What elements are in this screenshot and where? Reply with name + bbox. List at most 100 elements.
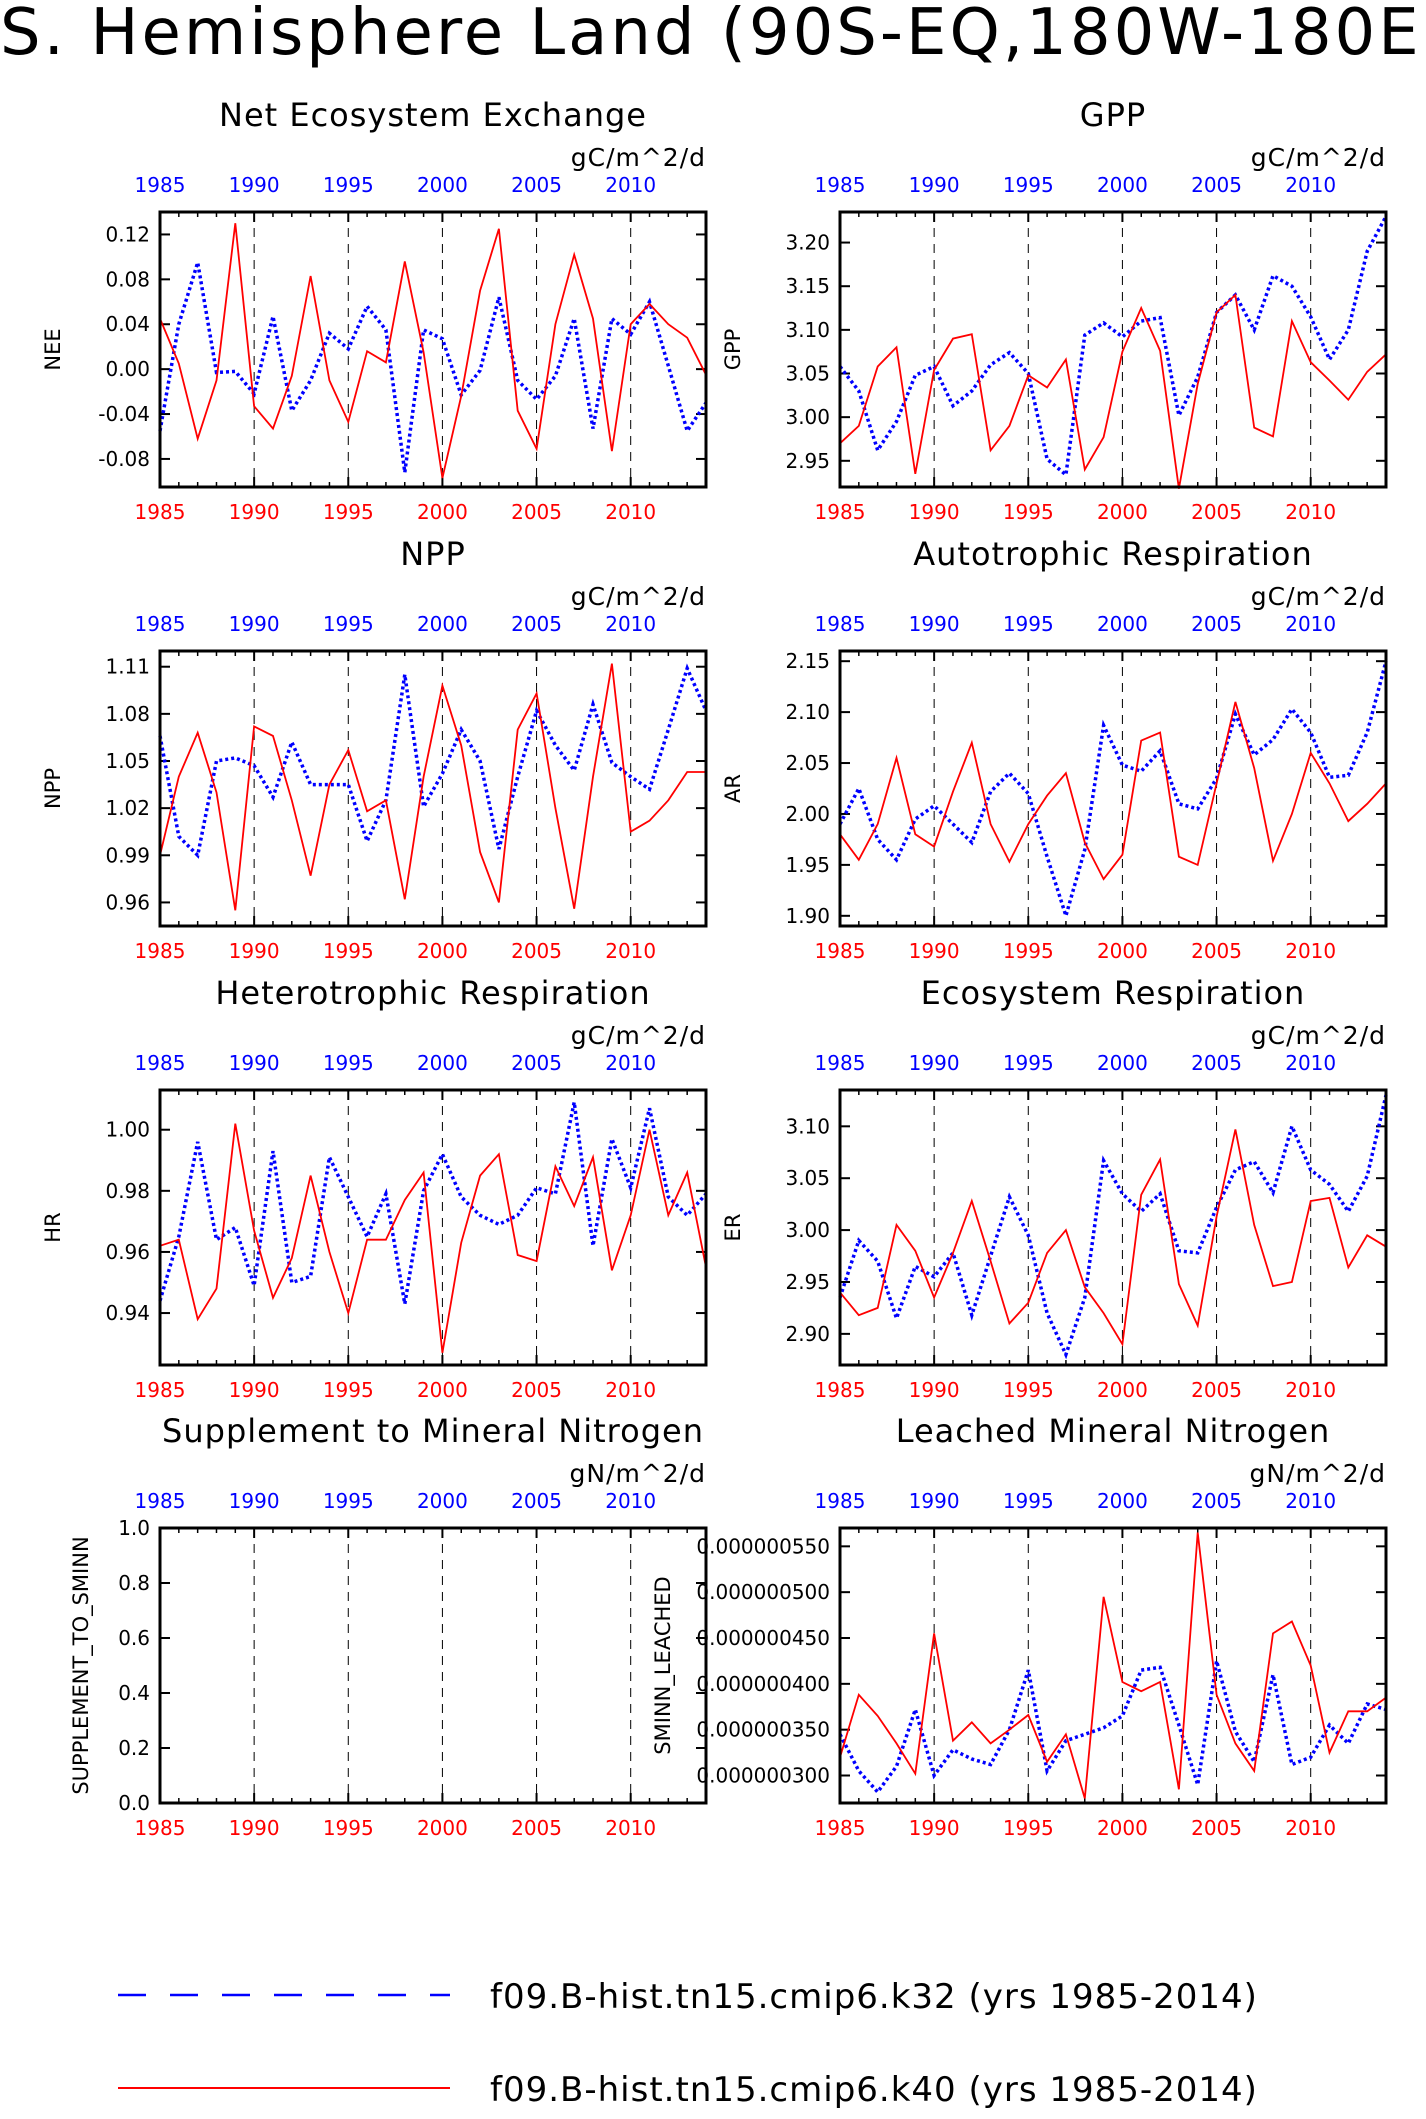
chart-title: Ecosystem Respiration [921, 974, 1306, 1012]
x-tick-label-top: 2010 [1285, 1051, 1336, 1075]
chart-title: Net Ecosystem Exchange [219, 96, 647, 134]
y-tick-label: 0.99 [105, 843, 150, 867]
x-tick-label-top: 1990 [229, 1051, 280, 1075]
plot-frame [838, 1526, 1388, 1805]
x-tick-label-top: 1990 [909, 612, 960, 636]
y-axis-label: ER [721, 1214, 745, 1242]
y-tick-label: -0.04 [98, 402, 150, 426]
x-tick-label-top: 2010 [1285, 173, 1336, 197]
units-label: gC/m^2/d [571, 1021, 706, 1050]
x-tick-label-bottom: 2005 [511, 939, 562, 963]
series-case1-line [838, 215, 1388, 479]
x-tick-label-top: 1995 [323, 612, 374, 636]
chart-panel: NPP gC/m^2/d 1985 1985 1990 1990 1995 1995 2000 2… [41, 535, 708, 963]
x-tick-label-top: 1985 [135, 1489, 186, 1513]
y-tick-label: 0.8 [118, 1571, 150, 1595]
y-tick-label: 0.000000350 [696, 1718, 830, 1742]
x-tick-label-top: 2010 [605, 1051, 656, 1075]
y-axis-label: NEE [41, 328, 65, 370]
x-tick-label-top: 1995 [323, 173, 374, 197]
units-label: gC/m^2/d [571, 143, 706, 172]
x-tick-label-bottom: 1990 [229, 1378, 280, 1402]
x-tick-label-top: 2000 [1097, 1051, 1148, 1075]
plot-frame [158, 1526, 708, 1805]
y-tick-label: 3.10 [785, 1114, 830, 1138]
series-case2-line [839, 701, 1387, 881]
x-tick-label-top: 2010 [1285, 612, 1336, 636]
y-tick-label: 2.00 [785, 802, 830, 826]
y-tick-label: 3.10 [785, 318, 830, 342]
y-axis-label: AR [721, 774, 745, 803]
chart-title: Autotrophic Respiration [913, 535, 1313, 573]
x-tick-label-bottom: 1990 [909, 1816, 960, 1840]
y-tick-label: 0.6 [118, 1626, 150, 1650]
y-axis-label: HR [41, 1212, 65, 1242]
y-tick-label: 3.15 [785, 274, 830, 298]
plot-frame [158, 1088, 708, 1367]
x-tick-label-bottom: 1985 [135, 500, 186, 524]
units-label: gC/m^2/d [1251, 582, 1386, 611]
x-tick-label-bottom: 1995 [323, 1816, 374, 1840]
plot-frame [838, 1088, 1388, 1367]
x-tick-label-top: 1990 [909, 1051, 960, 1075]
x-tick-label-top: 2005 [1191, 1489, 1242, 1513]
y-tick-label: 3.20 [785, 231, 830, 255]
x-tick-label-bottom: 2000 [1097, 1816, 1148, 1840]
chart-panel: Supplement to Mineral Nitrogen gN/m^2/d 19… [69, 1412, 708, 1840]
x-tick-label-bottom: 2010 [605, 500, 656, 524]
y-tick-label: 0.000000450 [696, 1626, 830, 1650]
chart-panel: Autotrophic Respiration gC/m^2/d 1985 1985 1… [721, 535, 1388, 963]
x-tick-label-top: 1995 [1003, 612, 1054, 636]
y-tick-label: 0.94 [105, 1301, 150, 1325]
y-tick-label: 0.12 [105, 222, 150, 246]
y-tick-label: 2.10 [785, 700, 830, 724]
x-tick-label-bottom: 1990 [909, 939, 960, 963]
x-tick-label-bottom: 1990 [229, 939, 280, 963]
chart-panel: Leached Mineral Nitrogen gN/m^2/d 1985 1985… [651, 1412, 1388, 1840]
y-tick-label: 1.02 [105, 796, 150, 820]
x-tick-label-bottom: 2010 [605, 1378, 656, 1402]
x-tick-label-bottom: 2010 [1285, 1378, 1336, 1402]
x-tick-label-bottom: 1985 [815, 1378, 866, 1402]
chart-title: NPP [400, 535, 466, 573]
y-tick-label: 2.15 [785, 649, 830, 673]
x-tick-label-top: 1985 [135, 1051, 186, 1075]
y-tick-label: 0.4 [118, 1681, 150, 1705]
y-axis-label: SMINN_LEACHED [651, 1576, 676, 1754]
x-tick-label-bottom: 1985 [815, 1816, 866, 1840]
x-tick-label-top: 1985 [135, 612, 186, 636]
x-tick-label-top: 1990 [229, 1489, 280, 1513]
chart-panel: Ecosystem Respiration gC/m^2/d 1985 1985 199… [721, 974, 1388, 1402]
x-tick-label-bottom: 1995 [1003, 1378, 1054, 1402]
series-case1-line [158, 663, 708, 859]
x-tick-label-top: 2010 [605, 612, 656, 636]
x-tick-label-bottom: 1985 [815, 500, 866, 524]
chart-panel: Net Ecosystem Exchange gC/m^2/d 1985 1985 19… [41, 96, 708, 524]
plot-frame [158, 210, 708, 489]
series-case1-line [838, 660, 1388, 922]
x-tick-label-bottom: 2000 [1097, 939, 1148, 963]
x-tick-label-bottom: 2010 [1285, 1816, 1336, 1840]
x-tick-label-bottom: 2010 [605, 939, 656, 963]
x-tick-label-bottom: 2000 [1097, 500, 1148, 524]
y-tick-label: -0.08 [98, 447, 150, 471]
x-tick-label-bottom: 1990 [229, 500, 280, 524]
x-tick-label-bottom: 1985 [815, 939, 866, 963]
y-tick-label: 3.00 [785, 1218, 830, 1242]
x-tick-label-bottom: 2000 [417, 1378, 468, 1402]
x-tick-label-top: 2010 [605, 173, 656, 197]
x-tick-label-bottom: 2005 [1191, 500, 1242, 524]
chart-title: Leached Mineral Nitrogen [896, 1412, 1331, 1450]
series-case1-line [838, 1660, 1387, 1795]
x-tick-label-bottom: 1985 [135, 1816, 186, 1840]
x-tick-label-top: 1990 [229, 612, 280, 636]
y-tick-label: 0.00 [105, 357, 150, 381]
y-tick-label: 0.0 [118, 1791, 150, 1815]
y-tick-label: 2.90 [785, 1322, 830, 1346]
units-label: gN/m^2/d [1250, 1459, 1387, 1488]
x-tick-label-top: 2005 [511, 1051, 562, 1075]
x-tick-label-bottom: 1995 [323, 939, 374, 963]
chart-title: GPP [1080, 96, 1146, 134]
x-tick-label-bottom: 2005 [1191, 939, 1242, 963]
